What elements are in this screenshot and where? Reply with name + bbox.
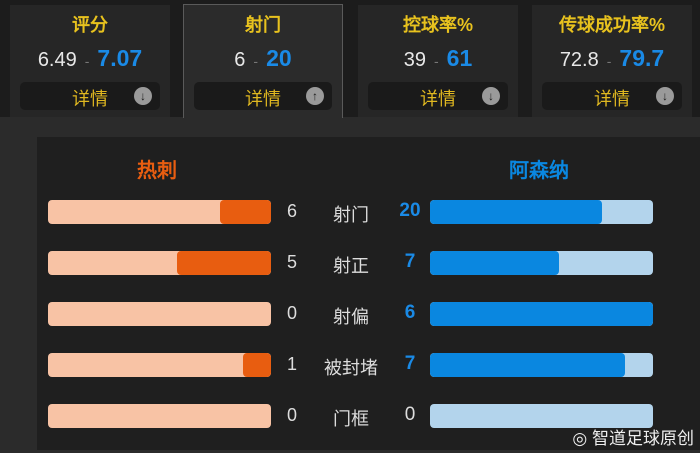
away-team-name: 阿森纳: [509, 160, 569, 182]
away-bar-fill: [430, 200, 602, 224]
away-count: 6: [404, 302, 416, 323]
home-count: 0: [286, 405, 297, 425]
card-title: 传球成功率%: [558, 15, 665, 35]
home-bar: [48, 353, 271, 377]
stat-label: 射偏: [333, 307, 369, 327]
home-count: 5: [286, 252, 297, 272]
away-value: 7.07: [97, 45, 143, 71]
away-bar: [430, 200, 653, 224]
home-count: 6: [286, 201, 297, 221]
stat-row: 0 门框 0: [37, 404, 700, 429]
away-value: 79.7: [619, 45, 665, 71]
arrow-down-circle-icon[interactable]: ↓: [656, 87, 674, 105]
watermark: ◎ 智道足球原创: [572, 429, 694, 448]
home-value: 6: [234, 49, 246, 71]
away-bar-fill: [430, 302, 653, 326]
card-title: 评分: [72, 15, 108, 35]
arrow-down-circle-icon[interactable]: ↓: [482, 87, 500, 105]
stat-row: 5 射正 7: [37, 251, 700, 276]
shots-panel: 热刺 阿森纳 6 射门 20 5 射正 7 0 射偏 6 1 被封堵 7 0 门…: [37, 137, 700, 450]
away-bar: [430, 404, 653, 428]
home-count: 1: [286, 354, 297, 374]
away-value: 61: [446, 45, 473, 71]
home-bar: [48, 302, 271, 326]
away-count: 0: [404, 404, 416, 425]
home-bar-fill: [177, 251, 271, 275]
stat-row: 1 被封堵 7: [37, 353, 700, 378]
away-bar-fill: [430, 251, 560, 275]
arrow-up-circle-icon[interactable]: ↑: [306, 87, 324, 105]
stat-card[interactable]: 评分 6.49-7.07 详情 ↓: [10, 5, 170, 117]
away-count: 7: [404, 251, 416, 272]
stat-label: 射正: [333, 256, 369, 276]
weibo-icon: ◎: [572, 429, 588, 448]
home-value: 72.8: [559, 49, 599, 71]
home-bar: [48, 404, 271, 428]
away-bar: [430, 251, 653, 275]
away-bar-fill: [430, 353, 626, 377]
stat-card[interactable]: 传球成功率% 72.8-79.7 详情 ↓: [532, 5, 692, 117]
home-team-name: 热刺: [137, 160, 177, 182]
stat-label: 门框: [333, 409, 369, 429]
home-value: 39: [403, 49, 426, 71]
stat-card[interactable]: 射门 6-20 详情 ↑: [183, 4, 343, 118]
home-bar-fill: [219, 200, 271, 224]
home-value: 6.49: [37, 49, 77, 71]
card-title: 射门: [245, 15, 281, 35]
home-bar: [48, 200, 271, 224]
details-button[interactable]: 详情 ↑: [194, 82, 332, 110]
details-button[interactable]: 详情 ↓: [542, 82, 682, 110]
stat-card[interactable]: 控球率% 39-61 详情 ↓: [358, 5, 518, 117]
details-button[interactable]: 详情 ↓: [368, 82, 508, 110]
home-bar-fill: [243, 353, 271, 377]
home-bar: [48, 251, 271, 275]
away-value: 20: [266, 45, 292, 71]
away-bar: [430, 353, 653, 377]
card-title: 控球率%: [402, 15, 473, 35]
stat-label: 射门: [333, 205, 369, 225]
details-button[interactable]: 详情 ↓: [20, 82, 160, 110]
stat-row: 6 射门 20: [37, 200, 700, 225]
home-count: 0: [286, 303, 297, 323]
away-count: 7: [404, 353, 416, 374]
stat-label: 被封堵: [324, 358, 378, 378]
away-bar: [430, 302, 653, 326]
away-count: 20: [399, 200, 421, 221]
arrow-down-circle-icon[interactable]: ↓: [134, 87, 152, 105]
stat-row: 0 射偏 6: [37, 302, 700, 327]
